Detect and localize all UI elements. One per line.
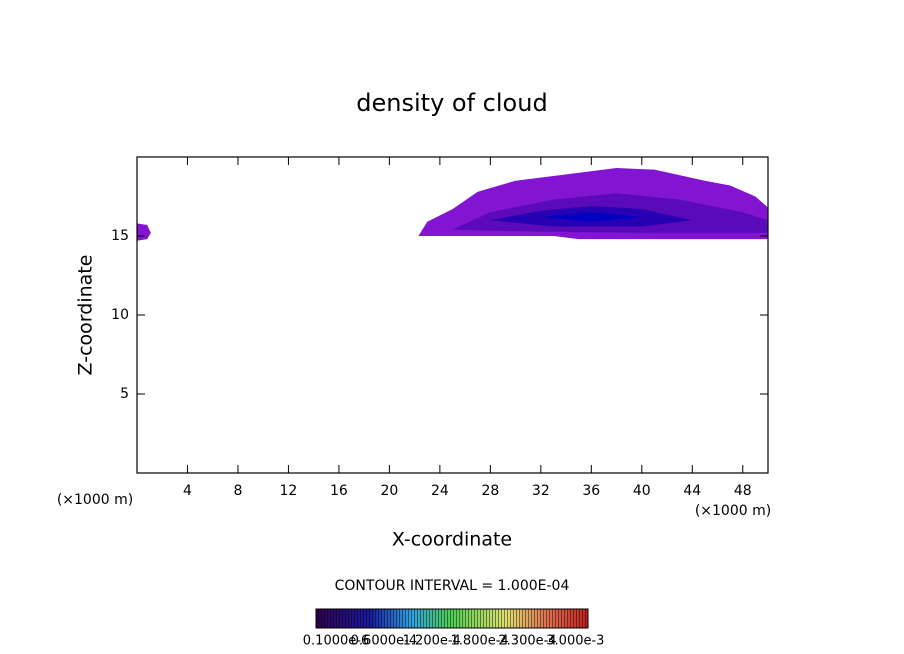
- x-tick-label: 48: [734, 483, 752, 499]
- y-tick-label: 10: [111, 307, 129, 323]
- colorbar-label: 1.800e-4: [451, 634, 509, 649]
- x-tick-label: 16: [330, 483, 348, 499]
- x-tick-label: 24: [431, 483, 449, 499]
- colorbar-label: 0.1000e-6: [303, 634, 369, 649]
- y-tick-label: 15: [111, 228, 129, 244]
- colorbar-label: 2.300e-4: [498, 634, 556, 649]
- contour-fill: [540, 212, 642, 222]
- x-unit-label: (×1000 m): [695, 503, 771, 519]
- contour-interval: CONTOUR INTERVAL = 1.000E-04: [335, 578, 570, 594]
- contour-fill: [137, 223, 151, 241]
- colorbar-label: 3.000e-3: [546, 634, 604, 649]
- x-tick-label: 20: [380, 483, 398, 499]
- x-tick-label: 4: [183, 483, 192, 499]
- x-tick-label: 12: [280, 483, 298, 499]
- colorbar-label: 0.6000e-4: [351, 634, 417, 649]
- x-tick-label: 28: [481, 483, 499, 499]
- x-tick-label: 44: [683, 483, 701, 499]
- x-tick-label: 40: [633, 483, 651, 499]
- colorbar-stripes: [315, 608, 589, 629]
- colorbar-label: 1.200e-4: [403, 634, 461, 649]
- y-axis-label: Z-coordinate: [75, 255, 97, 376]
- x-unit-label: (×1000 m): [57, 492, 133, 508]
- x-tick-label: 32: [532, 483, 550, 499]
- chart-title: density of cloud: [356, 89, 547, 117]
- x-tick-label: 8: [233, 483, 242, 499]
- x-axis-label: X-coordinate: [392, 529, 512, 551]
- y-tick-label: 5: [120, 386, 129, 402]
- x-tick-label: 36: [582, 483, 600, 499]
